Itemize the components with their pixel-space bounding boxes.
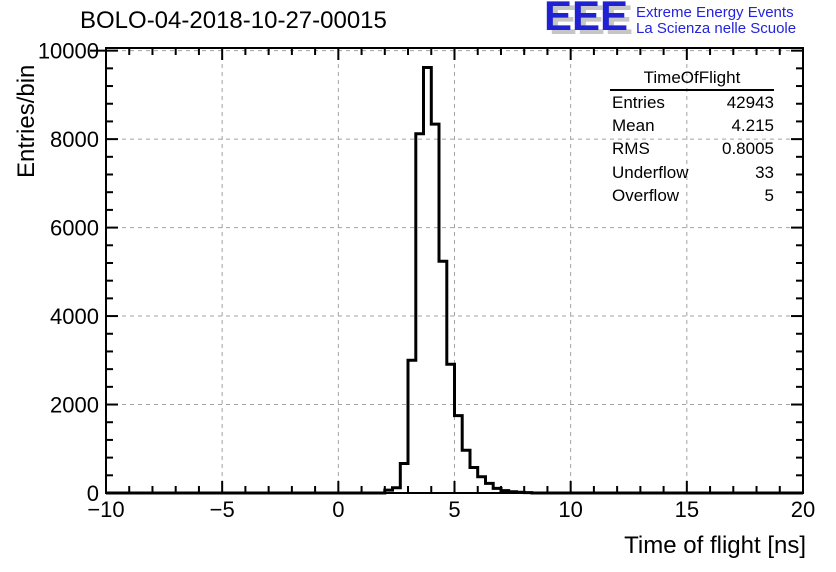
eee-logo-line2: La Scienza nelle Scuole [636, 20, 797, 37]
stat-row: Underflow 33 [610, 161, 774, 184]
stats-box-title: TimeOfFlight [610, 67, 774, 91]
y-tick-label: 10000 [38, 39, 99, 64]
stat-label: Entries [612, 93, 665, 112]
stat-row: Overflow 5 [610, 184, 774, 207]
x-tick-label: 0 [332, 497, 344, 522]
stat-value: 0.8005 [722, 139, 774, 159]
stat-label: Underflow [612, 162, 689, 182]
histogram-line [106, 66, 803, 495]
stat-label: Overflow [612, 185, 680, 205]
stat-value: 4.215 [731, 116, 774, 136]
y-tick-label: 6000 [50, 216, 99, 241]
x-tick-label: 10 [558, 497, 582, 522]
stats-rows: Entries 42943 Mean 4.215 RMS 0.8005 Underflow 3… [610, 91, 774, 207]
stat-label: RMS [612, 139, 650, 159]
stat-row: RMS 0.8005 [610, 137, 774, 160]
y-tick-label: 0 [87, 481, 99, 506]
y-tick-label: 8000 [50, 127, 99, 152]
stats-box: TimeOfFlight Entries 42943 Mean 4.215 RMS 0.8… [610, 67, 774, 207]
y-axis-title: Entries/bin [13, 64, 40, 178]
stat-value: 5 [764, 185, 774, 205]
plot-title: BOLO-04-2018-10-27-00015 [80, 7, 387, 34]
stat-value: 42943 [726, 93, 774, 112]
eee-logo-text: Extreme Energy Events La Scienza nelle S… [636, 5, 796, 37]
eee-logo-acronym: EEE [544, 0, 629, 39]
eee-logo-line1: Extreme Energy Events [636, 4, 794, 21]
stat-value: 33 [755, 162, 774, 182]
x-tick-label: −5 [210, 497, 235, 522]
stat-row: Mean 4.215 [610, 114, 774, 137]
y-tick-label: 4000 [50, 304, 99, 329]
y-tick-label: 2000 [50, 393, 99, 418]
x-tick-label: −10 [87, 497, 124, 522]
stat-label: Mean [612, 116, 655, 136]
x-tick-label: 15 [675, 497, 699, 522]
x-tick-label: 20 [791, 497, 815, 522]
eee-logo: EEE [544, 0, 628, 38]
x-axis-title: Time of flight [ns] [624, 532, 806, 559]
stat-row: Entries 42943 [610, 91, 774, 114]
x-tick-label: 5 [448, 497, 460, 522]
